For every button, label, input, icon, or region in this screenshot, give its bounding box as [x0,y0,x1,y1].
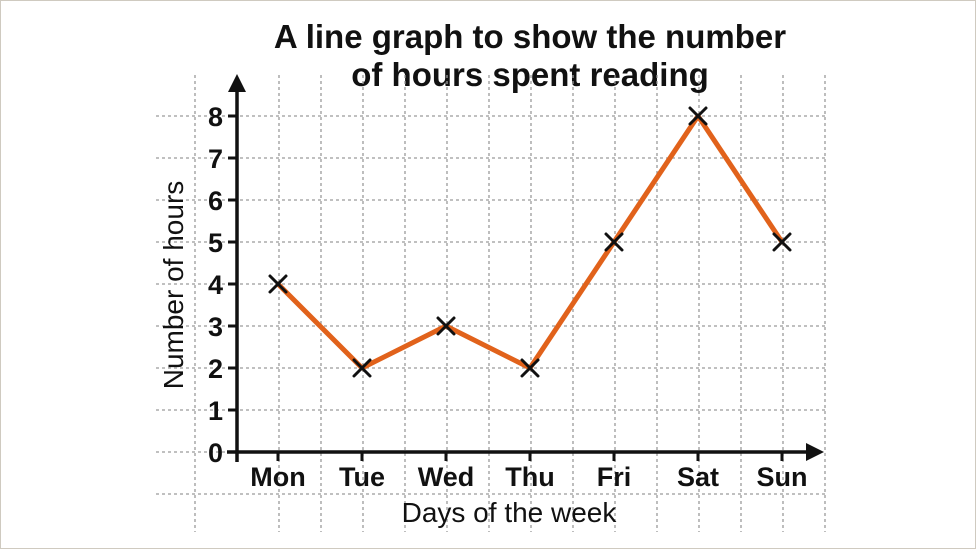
y-tick-label: 8 [208,102,223,132]
x-tick-label: Thu [505,462,554,492]
x-axis-arrow [806,443,824,461]
chart-title-line-1: A line graph to show the number [273,18,787,55]
y-tick-label: 7 [208,144,223,174]
data-series [268,106,792,378]
data-point-marker [352,358,372,378]
data-point-marker [688,106,708,126]
data-point-marker [772,232,792,252]
y-tick-label: 0 [208,438,223,468]
y-tick-label: 6 [208,186,223,216]
data-point-marker [436,316,456,336]
y-axis-label: Number of hours [158,181,189,390]
y-tick-label: 3 [208,312,223,342]
data-point-marker [520,358,540,378]
chart-title: A line graph to show the number of hours… [180,18,880,94]
x-tick-label: Fri [597,462,632,492]
x-tick-label: Mon [250,462,305,492]
x-tick-label: Sun [757,462,808,492]
x-axis-label: Days of the week [402,497,618,528]
y-axis-arrow [228,74,246,92]
tick-labels: 0 1 2 3 4 5 6 7 8 Mon Tue Wed Thu Fri Sat Sun [208,102,808,492]
y-tick-label: 2 [208,354,223,384]
y-tick-label: 5 [208,228,223,258]
chart-title-line-2: of hours spent reading [351,56,709,93]
axes [227,74,824,462]
y-tick-label: 4 [208,270,223,300]
data-point-marker [268,274,288,294]
x-tick-label: Wed [418,462,475,492]
y-tick-label: 1 [208,396,223,426]
data-point-marker [604,232,624,252]
x-tick-label: Tue [339,462,385,492]
x-tick-label: Sat [677,462,719,492]
